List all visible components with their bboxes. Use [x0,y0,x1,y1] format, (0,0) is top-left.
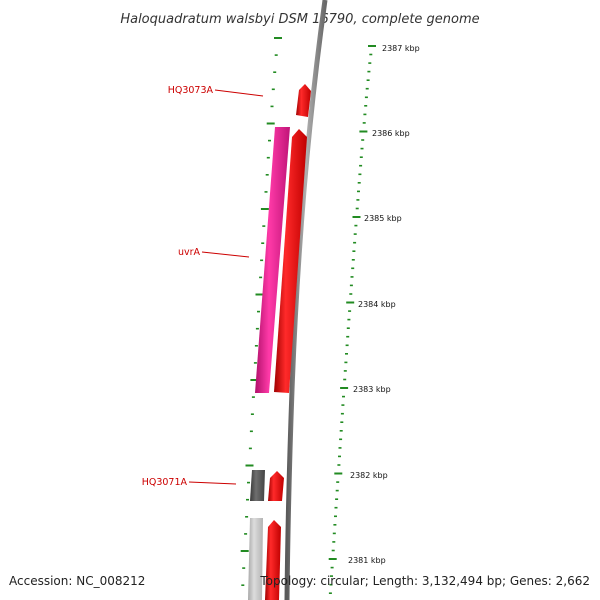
kbp-label-2381: 2381 kbp [348,556,386,565]
kbp-label-2386: 2386 kbp [372,129,410,138]
genome-backbone [284,0,328,600]
outer-tick-ring [328,45,376,595]
forward-cds-lower [265,520,281,600]
inner-tick-ring [240,37,282,587]
gene-label-leader-HQ3071A [188,481,237,485]
accession-text: Accession: NC_008212 [9,574,146,588]
gene-label-HQ3071A: HQ3071A [142,477,188,488]
gene-label-leader-uvrA [201,251,250,258]
reverse-cds-lower [248,518,263,600]
forward-cds-HQ3071A [268,471,284,501]
forward-cds-HQ3073A [296,84,311,117]
forward-cds-uvrA [274,129,307,393]
gene-label-uvrA: uvrA [178,247,201,258]
kbp-label-2385: 2385 kbp [364,214,402,223]
gene-label-HQ3073A: HQ3073A [168,85,214,96]
kbp-label-2384: 2384 kbp [358,300,396,309]
map-title: Haloquadratum walsbyi DSM 16790, complet… [120,12,479,27]
gene-label-leader-HQ3073A [214,89,264,97]
kbp-label-2383: 2383 kbp [353,385,391,394]
kbp-label-2382: 2382 kbp [350,471,388,480]
genome-summary-text: Topology: circular; Length: 3,132,494 bp… [260,574,590,588]
reverse-cds-HQ3071A [250,470,265,501]
reverse-cds-uvrA [255,127,290,393]
kbp-label-2387: 2387 kbp [382,44,420,53]
